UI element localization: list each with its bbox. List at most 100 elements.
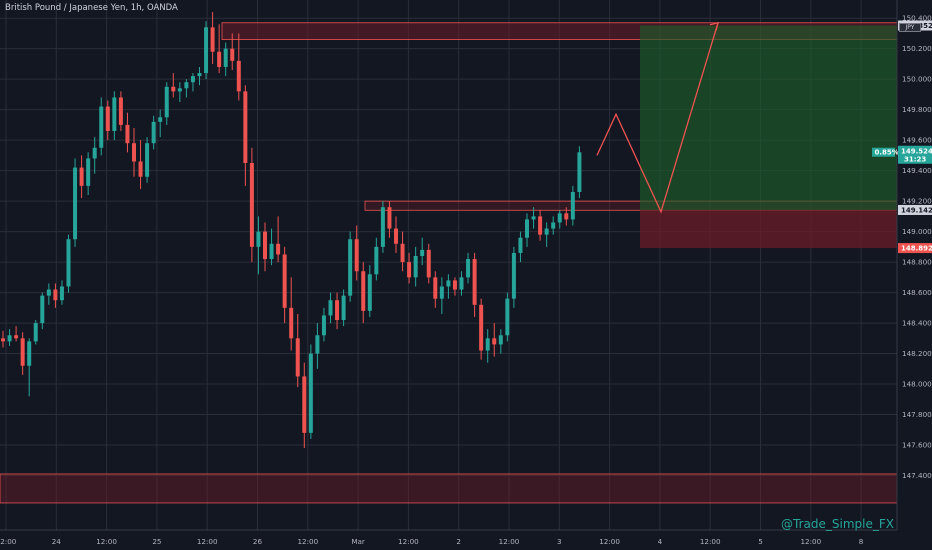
- candle-body: [79, 167, 84, 186]
- y-tick-label: 148.000: [902, 380, 932, 389]
- candle-body: [433, 277, 438, 299]
- candle-body: [492, 338, 497, 345]
- x-tick-label: 12:00: [197, 537, 218, 546]
- x-tick-label: 12:00: [297, 537, 318, 546]
- x-tick-label: 12:00: [700, 537, 721, 546]
- candle-body: [407, 262, 412, 278]
- change-badge-bg: [872, 147, 895, 157]
- candle-body: [99, 106, 104, 148]
- candle-body: [335, 300, 340, 321]
- chart-zones: [0, 22, 898, 504]
- candle-body: [374, 246, 379, 275]
- candle-body: [73, 167, 78, 240]
- candle-body: [190, 76, 195, 83]
- candle-body: [367, 274, 372, 311]
- x-tick-label: 8: [859, 537, 864, 546]
- change-pct: 0.85%: [875, 149, 899, 157]
- candle-body: [446, 280, 451, 287]
- x-tick-label: 24: [52, 537, 62, 546]
- candle-body: [452, 280, 457, 290]
- candle-body: [184, 82, 189, 89]
- candle-body: [217, 51, 222, 67]
- candle-body: [230, 48, 235, 61]
- candle-body: [472, 259, 477, 305]
- candle-body: [197, 73, 202, 77]
- candle-body: [341, 295, 346, 321]
- candle-body: [348, 239, 353, 296]
- candle-body: [538, 216, 543, 235]
- last-price-bg: [898, 145, 932, 164]
- y-tick-label: 149.600: [902, 136, 932, 145]
- x-tick-label: 12:00: [398, 537, 419, 546]
- candle-body: [354, 239, 359, 272]
- candle-body: [204, 27, 209, 74]
- candle-body: [525, 219, 529, 238]
- y-tick-label: 150.000: [902, 75, 932, 84]
- y-tick-label: 149.800: [902, 105, 932, 114]
- x-tick-label: 26: [253, 537, 263, 546]
- candle-body: [531, 216, 536, 220]
- x-tick-label: Mar: [351, 537, 365, 546]
- candle-body: [570, 191, 575, 220]
- y-tick-label: 148.200: [902, 349, 932, 358]
- projection-path: [596, 21, 719, 214]
- candle-body: [40, 295, 45, 324]
- candle-body: [282, 254, 287, 308]
- candle-body: [86, 158, 91, 186]
- x-tick-label: 12:00: [599, 537, 620, 546]
- candle-body: [466, 259, 471, 278]
- candle-body: [426, 249, 431, 278]
- candle-body: [302, 376, 307, 433]
- price-tag-label: 148.892: [901, 245, 932, 253]
- candle-body: [223, 48, 228, 67]
- time-axis[interactable]: 12:00 24 12:00 25 12:00 26 12:00 Mar 12:00 2 12:00…: [0, 529, 897, 546]
- candle-body: [1, 338, 5, 342]
- candle-body: [138, 161, 143, 177]
- candle-body: [420, 249, 425, 256]
- candle-body: [544, 228, 549, 235]
- candle-body: [105, 106, 110, 131]
- projection-line: [596, 22, 719, 214]
- candle-body: [27, 341, 32, 366]
- candle-body: [564, 213, 569, 220]
- candle-body: [269, 243, 274, 260]
- x-tick-label: 12:00: [800, 537, 821, 546]
- candle-body: [518, 237, 523, 253]
- candle-body: [249, 163, 254, 247]
- candle-body: [551, 222, 556, 229]
- candle-body: [118, 97, 123, 125]
- y-tick-label: 148.600: [902, 288, 932, 297]
- y-tick-label: 147.800: [902, 410, 932, 419]
- x-tick-label: 2: [456, 537, 461, 546]
- x-tick-label: 4: [658, 537, 663, 546]
- zone-demand: [0, 473, 898, 504]
- price-tag-bg: [898, 243, 932, 254]
- candle-body: [132, 143, 136, 162]
- last-price-label: 149.524: [901, 148, 932, 156]
- y-tick-label: 149.000: [902, 227, 932, 236]
- candle-body: [236, 60, 241, 92]
- candle-body: [210, 27, 215, 52]
- candle-body: [53, 289, 58, 301]
- price-axis[interactable]: 147.400 147.600 147.800 148.000 148.200 148.4…: [896, 0, 932, 530]
- y-tick-label: 149.400: [902, 166, 932, 175]
- candle-body: [295, 338, 300, 377]
- x-tick-label: 3: [557, 537, 562, 546]
- candles: [1, 12, 582, 449]
- candle-body: [308, 353, 313, 433]
- candle-body: [7, 335, 12, 342]
- candle-body: [125, 124, 130, 144]
- x-tick-label: 12:00: [499, 537, 520, 546]
- y-tick-label: 149.200: [902, 197, 932, 206]
- currency-badge[interactable]: JPY: [899, 23, 921, 32]
- candle-body: [66, 239, 71, 287]
- candle-body: [289, 307, 294, 339]
- candle-body: [511, 252, 516, 299]
- zone-stop-loss: [640, 209, 897, 249]
- candle-body: [46, 289, 51, 296]
- x-tick-label: 5: [758, 537, 763, 546]
- y-tick-label: 150.200: [902, 44, 932, 53]
- candle-body: [158, 117, 163, 122]
- y-tick-label: 148.400: [902, 319, 932, 328]
